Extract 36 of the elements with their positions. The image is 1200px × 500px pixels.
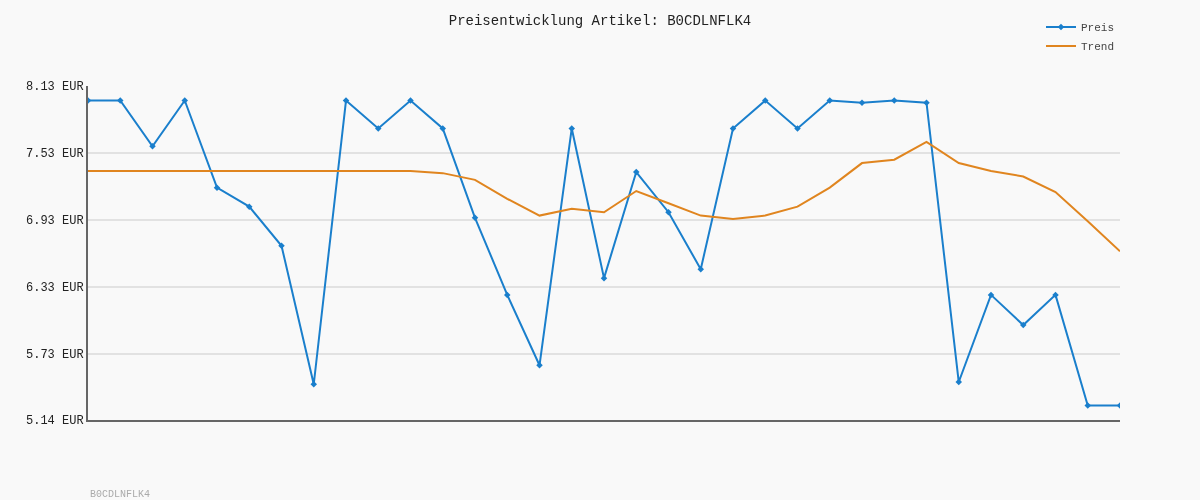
text: B0CDLNFLK4: [90, 489, 151, 500]
point: [181, 97, 188, 104]
y-tick-label: 6.33 EUR: [25, 281, 84, 296]
point: [891, 97, 898, 104]
point: [923, 99, 930, 107]
chart-title: Preisentwicklung Artikel: B0CDLNFLK4: [448, 12, 752, 29]
legend-label: Trend: [1081, 41, 1115, 54]
point: [858, 99, 866, 107]
point: [117, 97, 124, 104]
point: [536, 362, 543, 369]
point: [826, 97, 833, 104]
point: [310, 381, 317, 388]
line-series: [88, 140, 1120, 253]
point: [568, 125, 575, 132]
point: [697, 265, 704, 273]
point: [504, 291, 511, 299]
y-tick-label: 5.14 EUR: [25, 414, 84, 429]
point: [794, 125, 801, 132]
point: [375, 125, 382, 132]
y-tick-label: 7.53 EUR: [25, 147, 84, 162]
point: [762, 97, 769, 104]
point: [439, 125, 446, 132]
legend-label: Preis: [1081, 22, 1115, 35]
point: [407, 97, 414, 104]
point: [246, 203, 253, 210]
y-tick-label: 5.73 EUR: [25, 348, 84, 363]
point: [278, 242, 285, 249]
point: [987, 291, 995, 299]
y-tick-label: 6.93 EUR: [25, 214, 84, 229]
y-tick-label: 8.13 EUR: [25, 80, 84, 95]
point: [955, 378, 962, 386]
point: [149, 143, 156, 150]
point: [471, 214, 479, 222]
point: [1020, 321, 1027, 329]
point: [1084, 402, 1091, 409]
line-series: [88, 97, 1120, 409]
